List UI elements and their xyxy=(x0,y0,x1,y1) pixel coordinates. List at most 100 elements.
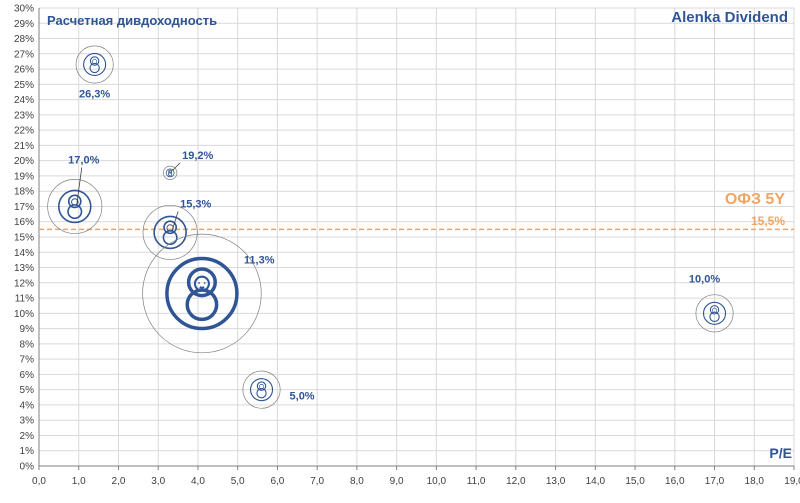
y-tick-label: 16% xyxy=(14,217,34,228)
y-tick-label: 19% xyxy=(14,171,34,182)
y-tick-label: 11% xyxy=(15,294,34,305)
y-tick-label: 21% xyxy=(14,141,34,152)
doll-body xyxy=(162,230,178,246)
data-label: 10,0% xyxy=(689,273,720,285)
y-tick-label: 17% xyxy=(14,202,34,213)
bubble-outline xyxy=(242,370,281,409)
doll-body xyxy=(709,311,720,323)
marker-frame xyxy=(702,301,727,325)
x-tick-label: 18,0 xyxy=(745,476,765,487)
x-tick-label: 9,0 xyxy=(390,476,404,487)
y-tick-label: 20% xyxy=(14,156,34,167)
doll-eye xyxy=(203,282,206,284)
x-tick-label: 4,0 xyxy=(191,476,205,487)
data-point: 5,0% xyxy=(242,370,315,409)
y-tick-label: 13% xyxy=(14,263,34,274)
y-tick-label: 2% xyxy=(20,431,35,442)
bubble-outline xyxy=(142,204,198,260)
y-tick-label: 6% xyxy=(20,370,35,381)
data-label: 17,0% xyxy=(68,154,99,166)
data-point: 10,0% xyxy=(689,273,734,333)
x-tick-label: 19,0 xyxy=(784,476,800,487)
y-tick-label: 1% xyxy=(20,446,35,457)
y-tick-label: 24% xyxy=(14,95,34,106)
y-tick-label: 10% xyxy=(14,309,34,320)
watermark-label: Alenka Dividend xyxy=(671,9,788,26)
x-tick-label: 10,0 xyxy=(427,476,447,487)
x-tick-label: 13,0 xyxy=(546,476,566,487)
bubble-outline xyxy=(163,165,178,181)
chart-title: Расчетная дивдоходность xyxy=(47,13,217,28)
reference-line-name: ОФЗ 5Y xyxy=(725,191,785,208)
data-label: 19,2% xyxy=(182,150,213,162)
reference-line-value: 15,5% xyxy=(751,214,785,228)
doll-head xyxy=(186,267,217,298)
y-tick-label: 14% xyxy=(14,248,34,259)
x-tick-label: 3,0 xyxy=(151,476,165,487)
y-tick-label: 7% xyxy=(20,355,35,366)
bubble-outline xyxy=(47,178,103,234)
data-label: 5,0% xyxy=(290,391,315,403)
y-tick-label: 28% xyxy=(14,34,34,45)
x-tick-label: 17,0 xyxy=(705,476,725,487)
y-tick-label: 25% xyxy=(14,80,34,91)
marker-frame xyxy=(57,189,92,224)
data-point: 15,3% xyxy=(142,198,212,260)
marker-frame xyxy=(153,215,187,250)
y-tick-label: 4% xyxy=(20,400,35,411)
x-tick-label: 16,0 xyxy=(665,476,685,487)
y-tick-label: 29% xyxy=(14,19,34,30)
x-tick-label: 11,0 xyxy=(467,476,486,487)
x-tick-label: 5,0 xyxy=(231,476,245,487)
marker-frame xyxy=(165,256,239,331)
y-tick-label: 5% xyxy=(20,385,35,396)
data-label: 26,3% xyxy=(79,88,110,100)
x-tick-label: 14,0 xyxy=(586,476,606,487)
x-tick-label: 1,0 xyxy=(72,476,86,487)
doll-mouth xyxy=(199,286,205,289)
data-label: 11,3% xyxy=(244,254,275,266)
y-tick-label: 0% xyxy=(20,462,35,473)
x-tick-label: 12,0 xyxy=(506,476,526,487)
x-tick-label: 2,0 xyxy=(112,476,126,487)
y-tick-label: 9% xyxy=(20,324,35,335)
y-tick-label: 8% xyxy=(20,339,35,350)
data-point: 11,3% xyxy=(142,233,275,354)
bubble-outline xyxy=(695,294,734,333)
label-leader xyxy=(171,211,179,231)
doll-body xyxy=(256,388,267,399)
doll-head xyxy=(168,169,173,174)
data-point: 26,3% xyxy=(75,45,114,100)
y-tick-label: 26% xyxy=(14,65,34,76)
doll-eye xyxy=(198,282,200,284)
data-point: 19,2% xyxy=(163,150,214,181)
y-tick-label: 22% xyxy=(14,126,34,137)
data-point: 17,0% xyxy=(47,154,103,234)
y-tick-label: 27% xyxy=(14,49,34,60)
y-tick-label: 30% xyxy=(14,4,34,15)
label-leader xyxy=(171,162,181,172)
y-tick-label: 23% xyxy=(14,110,34,121)
doll-head xyxy=(256,381,267,391)
y-tick-label: 18% xyxy=(14,187,34,198)
data-label: 15,3% xyxy=(180,198,211,210)
x-axis-label: P/E xyxy=(769,445,792,461)
doll-body xyxy=(67,204,83,220)
doll-body xyxy=(89,62,100,74)
x-tick-label: 0,0 xyxy=(32,476,46,487)
doll-head xyxy=(67,194,82,209)
x-tick-label: 15,0 xyxy=(625,476,645,487)
y-tick-label: 12% xyxy=(14,278,34,289)
label-leader xyxy=(76,167,83,205)
marker-frame xyxy=(249,378,274,402)
x-tick-label: 8,0 xyxy=(350,476,364,487)
y-tick-label: 3% xyxy=(20,416,35,427)
doll-head xyxy=(89,56,100,66)
marker-frame xyxy=(83,52,107,77)
doll-head xyxy=(163,220,178,235)
marker-frame xyxy=(165,168,175,178)
doll-body xyxy=(185,288,219,322)
x-tick-label: 7,0 xyxy=(310,476,324,487)
